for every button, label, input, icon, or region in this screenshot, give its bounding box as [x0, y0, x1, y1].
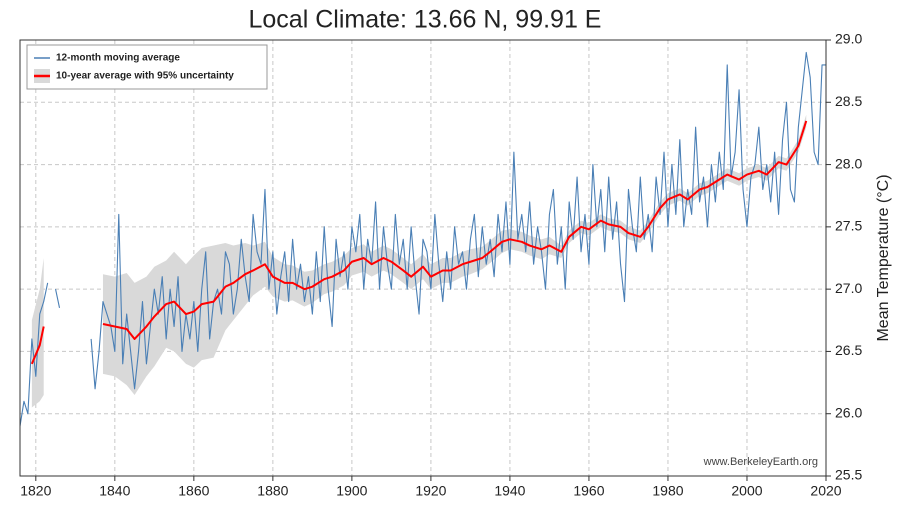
x-tick-label: 1900	[336, 483, 367, 499]
x-tick-label: 1840	[99, 483, 130, 499]
x-tick-label: 1920	[415, 483, 446, 499]
y-axis-label: Mean Temperature (°C)	[875, 174, 892, 341]
y-tick-label: 26.0	[835, 404, 862, 420]
y-tick-label: 27.5	[835, 218, 862, 234]
y-tick-label: 26.5	[835, 342, 862, 358]
legend: 12-month moving average 10-year average w…	[26, 44, 268, 90]
uncertainty-band	[102, 114, 807, 396]
y-tick-label: 29.0	[835, 31, 862, 47]
legend-label: 12-month moving average	[56, 53, 180, 64]
chart-title: Local Climate: 13.66 N, 99.91 E	[249, 6, 602, 34]
x-tick-label: 1960	[573, 483, 604, 499]
plot-frame	[19, 39, 827, 477]
plot-area	[19, 51, 826, 427]
x-tick-label: 1980	[652, 483, 683, 499]
x-tick-label: 2020	[810, 483, 841, 499]
y-tick-label: 28.5	[835, 93, 862, 109]
legend-box	[26, 44, 268, 90]
y-tick-label: 25.5	[835, 467, 862, 483]
x-tick-label: 1880	[257, 483, 288, 499]
y-tick-label: 27.0	[835, 280, 862, 296]
x-tick-label: 1940	[494, 483, 525, 499]
x-tick-label: 1860	[178, 483, 209, 499]
watermark: www.BerkeleyEarth.org	[703, 456, 818, 468]
series-line	[30, 120, 808, 365]
y-tick-label: 28.0	[835, 155, 862, 171]
x-tick-label: 1820	[20, 483, 51, 499]
legend-label: 10-year average with 95% uncertainty	[56, 71, 234, 82]
x-tick-label: 2000	[731, 483, 762, 499]
